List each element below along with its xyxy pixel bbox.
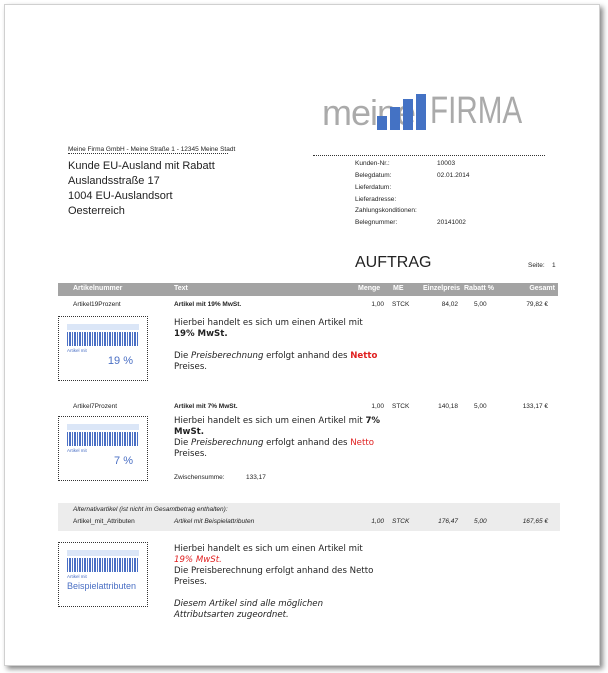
col-rabatt: Rabatt % xyxy=(464,285,494,292)
item-price: 140,18 xyxy=(438,403,458,410)
col-gesamt: Gesamt xyxy=(529,285,555,292)
desc-text: Netto xyxy=(350,438,374,448)
recipient-line: Auslandsstraße 17 xyxy=(68,175,160,187)
item-total: 133,17 € xyxy=(522,403,548,410)
barcode-image xyxy=(67,432,139,446)
item-title: Artikel mit Beispielattributen xyxy=(174,518,255,525)
desc-line: Hierbei handelt es sich um einen Artikel… xyxy=(174,544,363,554)
page-number: 1 xyxy=(552,262,556,269)
item-discount: 5,00 xyxy=(474,403,487,410)
item-number: Artikel19Prozent xyxy=(73,301,121,308)
desc-line: Diesem Artikel sind alle möglichen xyxy=(174,599,324,609)
info-value: 20141002 xyxy=(437,219,466,226)
logo-bar xyxy=(403,99,413,130)
info-label: Lieferdatum: xyxy=(355,184,392,191)
col-artikelnummer: Artikelnummer xyxy=(73,285,123,292)
item-unit: STCK xyxy=(392,518,410,525)
info-label: Belegdatum: xyxy=(355,172,392,179)
col-me: ME xyxy=(393,285,404,292)
desc-line: MwSt. xyxy=(174,427,205,437)
item-discount: 5,00 xyxy=(474,518,487,525)
desc-line: Preises. xyxy=(174,362,208,372)
item-description: Hierbei handelt es sich um einen Artikel… xyxy=(174,544,373,621)
sender-line: Meine Firma GmbH - Meine Straße 1 - 1234… xyxy=(68,146,236,154)
item-unit: STCK xyxy=(392,301,410,308)
image-label: Beispielattributen xyxy=(67,581,137,591)
item-number: Artikel_mit_Attributen xyxy=(73,518,135,525)
recipient-line: 1004 EU-Auslandsort xyxy=(68,190,173,202)
logo-bar xyxy=(390,107,400,130)
item-total: 167,65 € xyxy=(522,518,548,525)
barcode-image xyxy=(67,332,139,346)
item-title: Artikel mit 7% MwSt. xyxy=(174,403,238,410)
desc-text: 7% xyxy=(365,416,381,426)
logo-text-firma: FIRMA xyxy=(430,90,523,132)
item-discount: 5,00 xyxy=(474,301,487,308)
col-text: Text xyxy=(174,285,188,292)
item-unit: STCK xyxy=(392,403,410,410)
item-total: 79,82 € xyxy=(526,301,548,308)
divider xyxy=(313,155,545,156)
alternative-item-section xyxy=(58,503,560,531)
desc-text: Preisberechnung xyxy=(191,438,264,448)
desc-line: Preises. xyxy=(174,449,208,459)
col-einzelpreis: Einzelpreis xyxy=(423,285,460,292)
item-number: Artikel7Prozent xyxy=(73,403,118,410)
recipient-line: Kunde EU-Ausland mit Rabatt xyxy=(68,160,215,172)
desc-line: Die Preisberechnung erfolgt anhand des N… xyxy=(174,566,374,576)
desc-text: Preisberechnung xyxy=(191,351,264,361)
item-quantity: 1,00 xyxy=(371,403,384,410)
item-title: Artikel mit 19% MwSt. xyxy=(174,301,242,308)
item-price: 176,47 xyxy=(438,518,458,525)
desc-line: Preises. xyxy=(174,577,208,587)
subtotal-label: Zwischensumme: xyxy=(174,474,225,481)
item-quantity: 1,00 xyxy=(371,301,384,308)
desc-text: Die xyxy=(174,438,192,448)
item-image: Artikel mit 7 % xyxy=(58,416,148,481)
recipient-line: Oesterreich xyxy=(68,205,125,217)
info-label: Kunden-Nr.: xyxy=(355,160,390,167)
table-header: Artikelnummer Text Menge ME Einzelpreis … xyxy=(58,283,558,296)
desc-text: erfolgt anhand des xyxy=(263,438,351,448)
item-description: Hierbei handelt es sich um einen Artikel… xyxy=(174,416,380,460)
item-price: 84,02 xyxy=(441,301,458,308)
info-value: 02.01.2014 xyxy=(437,172,470,179)
desc-line: Attributsarten zugeordnet. xyxy=(174,610,289,620)
info-value: 10003 xyxy=(437,160,456,167)
desc-text: Die xyxy=(174,351,192,361)
barcode-image xyxy=(67,558,139,572)
item-quantity: 1,00 xyxy=(371,518,384,525)
desc-line: Hierbei handelt es sich um einen Artikel… xyxy=(174,318,363,328)
image-caption: Artikel mit xyxy=(67,574,87,579)
desc-text: erfolgt anhand des xyxy=(263,351,351,361)
desc-text: Netto xyxy=(350,351,378,361)
page-label: Seite: xyxy=(528,262,545,269)
desc-line: 19% MwSt. xyxy=(174,329,228,339)
image-caption: Artikel mit xyxy=(67,448,87,453)
alternative-heading: Alternativartikel (ist nicht im Gesamtbe… xyxy=(73,506,228,513)
logo-bar xyxy=(416,94,426,130)
info-label: Lieferadresse: xyxy=(355,196,397,203)
item-image: Artikel mit Beispielattributen xyxy=(58,542,148,607)
info-label: Zahlungskonditionen: xyxy=(355,207,417,214)
desc-text: Hierbei handelt es sich um einen Artikel… xyxy=(174,416,366,426)
col-menge: Menge xyxy=(358,285,381,292)
item-image: Artikel mit 19 % xyxy=(58,316,148,381)
document-title: AUFTRAG xyxy=(355,254,432,271)
desc-line: 19% MwSt. xyxy=(174,555,222,565)
image-label: 19 % xyxy=(107,355,133,367)
item-description: Hierbei handelt es sich um einen Artikel… xyxy=(174,318,377,373)
image-label: 7 % xyxy=(114,455,133,467)
logo-text-meine: meine xyxy=(322,92,416,133)
logo-bar xyxy=(377,116,387,130)
image-caption: Artikel mit xyxy=(67,348,87,353)
subtotal-value: 133,17 xyxy=(246,474,266,481)
info-label: Belegnummer: xyxy=(355,219,398,226)
